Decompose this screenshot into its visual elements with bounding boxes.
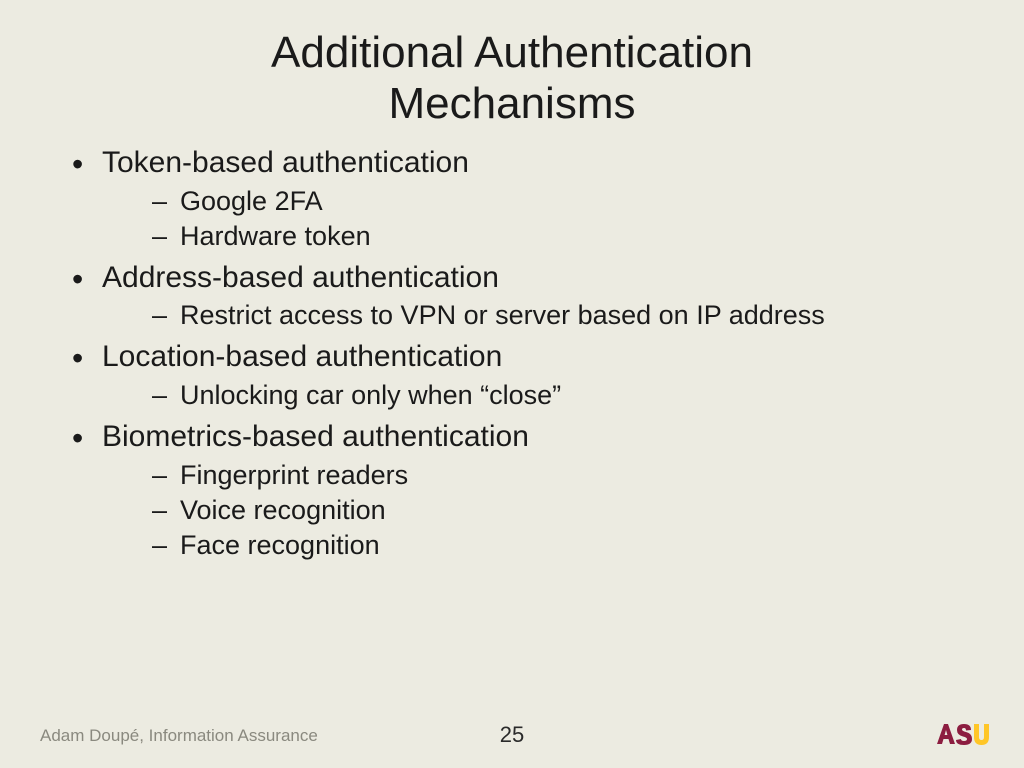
sub-google-2fa: Google 2FA — [102, 184, 964, 219]
sub-fingerprint: Fingerprint readers — [102, 458, 964, 493]
title-line-2: Mechanisms — [389, 79, 636, 128]
bullet-token-based: Token-based authentication Google 2FA Ha… — [60, 143, 964, 254]
bullet-text: Address-based authentication — [102, 261, 499, 294]
sub-voice: Voice recognition — [102, 493, 964, 528]
sub-face: Face recognition — [102, 528, 964, 563]
bullet-biometrics-based: Biometrics-based authentication Fingerpr… — [60, 417, 964, 563]
slide-title: Additional Authentication Mechanisms — [0, 0, 1024, 129]
bullet-text: Biometrics-based authentication — [102, 420, 529, 453]
sub-ip-restrict: Restrict access to VPN or server based o… — [102, 298, 964, 333]
sub-car-close: Unlocking car only when “close” — [102, 378, 964, 413]
page-number: 25 — [500, 722, 524, 748]
bullet-text: Location-based authentication — [102, 340, 502, 373]
bullet-text: Token-based authentication — [102, 146, 469, 179]
asu-logo-icon — [934, 722, 990, 748]
title-line-1: Additional Authentication — [271, 28, 753, 77]
slide-body: Token-based authentication Google 2FA Ha… — [0, 129, 1024, 563]
bullet-location-based: Location-based authentication Unlocking … — [60, 337, 964, 413]
bullet-address-based: Address-based authentication Restrict ac… — [60, 258, 964, 334]
footer-author: Adam Doupé, Information Assurance — [40, 726, 318, 746]
sub-hardware-token: Hardware token — [102, 219, 964, 254]
